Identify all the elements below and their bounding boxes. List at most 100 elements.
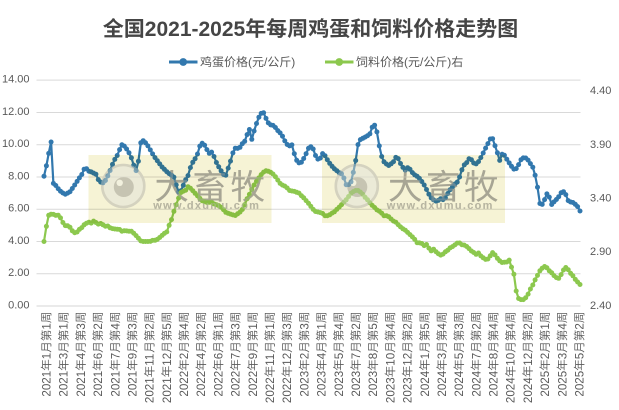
svg-text:): ) <box>447 55 451 69</box>
svg-text:2: 2 <box>574 323 587 329</box>
svg-text:2021: 2021 <box>58 371 71 397</box>
svg-text:4.40: 4.40 <box>590 85 611 97</box>
svg-text:3.90: 3.90 <box>590 139 611 151</box>
svg-text:2021: 2021 <box>144 377 157 403</box>
svg-text:5: 5 <box>161 323 174 329</box>
svg-text:2: 2 <box>350 323 363 329</box>
svg-text:2025: 2025 <box>556 371 569 397</box>
svg-text:3: 3 <box>75 323 88 329</box>
svg-text:2024: 2024 <box>470 370 483 396</box>
svg-text:1: 1 <box>316 323 329 329</box>
svg-text:7: 7 <box>109 353 122 359</box>
svg-text:12: 12 <box>522 353 535 366</box>
svg-text:2024: 2024 <box>436 370 449 396</box>
svg-text:12.00: 12.00 <box>2 106 30 118</box>
svg-text:4: 4 <box>316 352 329 359</box>
svg-text:12: 12 <box>281 353 294 366</box>
svg-text:1: 1 <box>41 323 54 329</box>
svg-text:14.00: 14.00 <box>2 74 30 86</box>
svg-text:2022: 2022 <box>195 371 208 397</box>
svg-text:2024: 2024 <box>522 377 535 403</box>
svg-text:2: 2 <box>144 323 157 329</box>
svg-text:2024: 2024 <box>488 370 501 396</box>
svg-text:2022: 2022 <box>247 371 260 397</box>
svg-text:www.dxumu.com: www.dxumu.com <box>152 200 260 212</box>
svg-text:7: 7 <box>350 353 363 359</box>
svg-text:2023: 2023 <box>402 377 415 403</box>
svg-text:3: 3 <box>436 353 449 359</box>
svg-text:2022: 2022 <box>212 371 225 397</box>
svg-text:2025: 2025 <box>574 371 587 397</box>
svg-text:2: 2 <box>92 323 105 329</box>
svg-text:4: 4 <box>488 323 501 330</box>
svg-text:3: 3 <box>281 323 294 329</box>
svg-text:2021-2025: 2021-2025 <box>145 18 246 41</box>
svg-text:2022: 2022 <box>178 371 191 397</box>
svg-text:2.90: 2.90 <box>590 246 611 258</box>
svg-text:6: 6 <box>92 353 105 359</box>
svg-text:9: 9 <box>126 353 139 359</box>
svg-text:1: 1 <box>264 323 277 329</box>
svg-text:2021: 2021 <box>41 371 54 397</box>
svg-text:6.00: 6.00 <box>8 203 29 215</box>
svg-text:2022: 2022 <box>281 377 294 403</box>
svg-text:2024: 2024 <box>453 370 466 396</box>
svg-text:(: ( <box>248 55 252 69</box>
svg-text:2: 2 <box>178 353 191 359</box>
svg-text:8: 8 <box>367 353 380 359</box>
svg-text:2023: 2023 <box>298 371 311 397</box>
svg-text:4.00: 4.00 <box>8 235 29 247</box>
svg-text:5: 5 <box>333 353 346 359</box>
svg-text:4: 4 <box>384 323 397 330</box>
svg-text:11: 11 <box>144 354 157 366</box>
svg-text:3.40: 3.40 <box>590 193 611 205</box>
svg-text:6: 6 <box>212 353 225 359</box>
svg-text:5: 5 <box>367 323 380 329</box>
svg-text:1: 1 <box>419 353 432 359</box>
svg-text:3: 3 <box>230 323 243 329</box>
svg-text:2023: 2023 <box>316 371 329 397</box>
svg-text:3: 3 <box>298 323 311 329</box>
svg-text:10.00: 10.00 <box>2 138 30 150</box>
svg-text:2: 2 <box>522 323 535 329</box>
svg-text:2: 2 <box>470 323 483 329</box>
svg-text:2022: 2022 <box>264 377 277 403</box>
svg-text:12: 12 <box>161 353 174 366</box>
svg-text:10: 10 <box>505 353 518 366</box>
svg-text:2021: 2021 <box>126 371 139 397</box>
svg-text:9: 9 <box>247 353 260 359</box>
svg-text:3: 3 <box>58 353 71 359</box>
svg-text:2022: 2022 <box>230 371 243 397</box>
svg-text:4: 4 <box>333 323 346 330</box>
svg-text:4: 4 <box>195 352 208 359</box>
svg-text:2023: 2023 <box>350 371 363 397</box>
svg-text:4: 4 <box>178 323 191 330</box>
svg-text:3: 3 <box>453 323 466 329</box>
svg-text:1: 1 <box>58 323 71 329</box>
svg-text:1: 1 <box>41 353 54 359</box>
svg-text:2021: 2021 <box>75 371 88 397</box>
svg-text:): ) <box>291 55 295 69</box>
svg-text:4: 4 <box>109 323 122 330</box>
svg-text:4: 4 <box>436 323 449 330</box>
svg-text:www.dxumu.com: www.dxumu.com <box>386 200 494 212</box>
svg-text:2021: 2021 <box>92 371 105 397</box>
svg-text:0.00: 0.00 <box>8 300 29 312</box>
svg-text:2: 2 <box>298 353 311 359</box>
svg-text:11: 11 <box>264 354 277 366</box>
svg-text:5: 5 <box>453 353 466 359</box>
svg-text:2023: 2023 <box>333 371 346 397</box>
svg-text:4: 4 <box>556 323 569 330</box>
svg-text:2021: 2021 <box>109 371 122 397</box>
svg-text:2: 2 <box>402 323 415 329</box>
svg-text:2023: 2023 <box>384 377 397 403</box>
svg-text:3: 3 <box>556 353 569 359</box>
svg-text:2: 2 <box>539 353 552 359</box>
svg-text:12: 12 <box>402 353 415 366</box>
svg-text:5: 5 <box>419 323 432 329</box>
svg-text:8.00: 8.00 <box>8 171 29 183</box>
svg-text:2024: 2024 <box>505 377 518 403</box>
svg-text:2: 2 <box>195 323 208 329</box>
svg-text:1: 1 <box>539 323 552 329</box>
svg-text:2023: 2023 <box>367 371 380 397</box>
